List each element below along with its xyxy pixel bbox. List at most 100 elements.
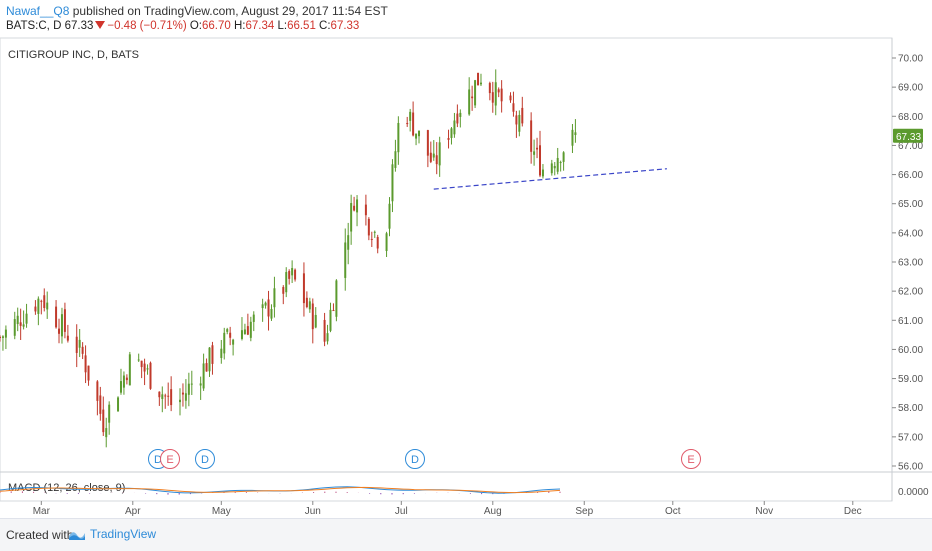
candle-body <box>87 365 90 381</box>
candle-body <box>385 233 388 251</box>
x-tick-label: Mar <box>33 506 51 517</box>
candle-body <box>391 164 394 202</box>
candle-body <box>512 103 515 112</box>
candle-body <box>108 404 111 423</box>
candle-body <box>429 152 432 162</box>
close-label: C: <box>319 20 331 32</box>
candle-body <box>13 319 16 336</box>
candle-body <box>488 83 491 94</box>
candle-body <box>140 360 143 368</box>
candle-body <box>205 363 208 372</box>
y-axis: 70.00 69.00 68.00 67.00 66.00 65.00 64.00 63.00… <box>892 54 923 473</box>
candle-body <box>184 393 187 401</box>
high-label: H: <box>233 20 246 32</box>
candle-body <box>149 362 152 389</box>
candle-body <box>353 205 356 211</box>
candle-body <box>19 322 22 326</box>
candle-body <box>556 157 559 172</box>
candle-body <box>559 162 562 164</box>
candle-body <box>202 363 205 389</box>
candle-body <box>500 88 503 102</box>
candle-body <box>137 359 140 361</box>
candle-body <box>81 346 84 354</box>
candle-body <box>270 308 273 319</box>
candle-body <box>55 306 58 328</box>
candles <box>0 69 577 448</box>
chart-header: Nawaf__Q8 published on TradingView.com, … <box>0 0 932 40</box>
open-value: 66.70 <box>202 20 231 32</box>
candle-body <box>190 383 193 385</box>
candle-body <box>515 115 518 125</box>
tradingview-brand-link[interactable]: TradingView <box>90 527 157 541</box>
candle-body <box>75 336 78 353</box>
candle-body <box>60 314 63 337</box>
y-tick-label: 68.00 <box>898 112 923 123</box>
x-tick-label: Sep <box>575 506 593 517</box>
candle-body <box>105 428 108 438</box>
candle-body <box>25 313 28 324</box>
candle-body <box>305 297 308 308</box>
candle-body <box>356 199 359 213</box>
candle-body <box>530 120 533 152</box>
chart-title: CITIGROUP INC, D, BATS <box>8 49 139 61</box>
candle-body <box>252 314 255 322</box>
candle-body <box>226 329 229 332</box>
dividend-marker-label: D <box>411 454 419 466</box>
author-link[interactable]: Nawaf__Q8 <box>6 4 70 18</box>
candle-body <box>66 335 69 341</box>
y-tick-label: 58.00 <box>898 403 923 414</box>
candle-body <box>243 329 246 335</box>
candle-body <box>143 363 146 372</box>
x-tick-label: Jul <box>395 506 408 517</box>
candle-body <box>273 288 276 308</box>
price-chart[interactable]: CITIGROUP INC, D, BATS 70.00 69.00 68.00 67… <box>0 0 932 518</box>
candle-body <box>223 332 226 354</box>
candle-body <box>119 381 122 393</box>
candle-body <box>329 309 332 331</box>
candle-body <box>335 280 338 317</box>
y-tick-label: 66.00 <box>898 170 923 181</box>
candle-body <box>373 231 376 233</box>
symbol-label: BATS:C, D <box>6 20 62 32</box>
candle-body <box>394 151 397 168</box>
candle-body <box>40 300 43 302</box>
earnings-marker-label: E <box>687 454 694 466</box>
candle-body <box>211 345 214 364</box>
candle-body <box>367 218 370 236</box>
candle-body <box>199 383 202 386</box>
earnings-marker <box>160 449 180 469</box>
candle-body <box>302 273 305 304</box>
publish-line: Nawaf__Q8 published on TradingView.com, … <box>6 4 388 18</box>
y-tick-label: 67.00 <box>898 141 923 152</box>
x-tick-label: Oct <box>665 506 681 517</box>
candle-body <box>0 336 1 339</box>
candle-body <box>388 203 391 229</box>
x-tick-label: Jun <box>305 506 321 517</box>
candle-body <box>37 298 40 314</box>
candle-body <box>314 314 317 328</box>
price-badge-label: 67.33 <box>896 132 921 143</box>
dividend-marker-label: D <box>154 454 162 466</box>
candle-body <box>323 319 326 342</box>
candle-body <box>477 72 480 86</box>
candle-body <box>158 391 161 398</box>
trendline[interactable] <box>433 168 667 190</box>
candle-body <box>479 82 482 85</box>
candle-body <box>497 89 500 93</box>
low-value: 66.51 <box>287 20 316 32</box>
candle-body <box>453 120 456 135</box>
candle-body <box>125 377 128 381</box>
y-tick-label: 63.00 <box>898 258 923 269</box>
candle-body <box>63 309 66 332</box>
candle-body <box>117 397 120 412</box>
candle-body <box>16 315 19 325</box>
candle-body <box>167 395 170 397</box>
candle-body <box>494 82 497 106</box>
created-with-label: Created with <box>6 528 74 542</box>
price-badge-bg <box>893 128 923 143</box>
candle-body <box>456 113 459 124</box>
candle-body <box>308 301 311 310</box>
dividend-marker <box>405 449 425 469</box>
candle-body <box>474 80 477 106</box>
